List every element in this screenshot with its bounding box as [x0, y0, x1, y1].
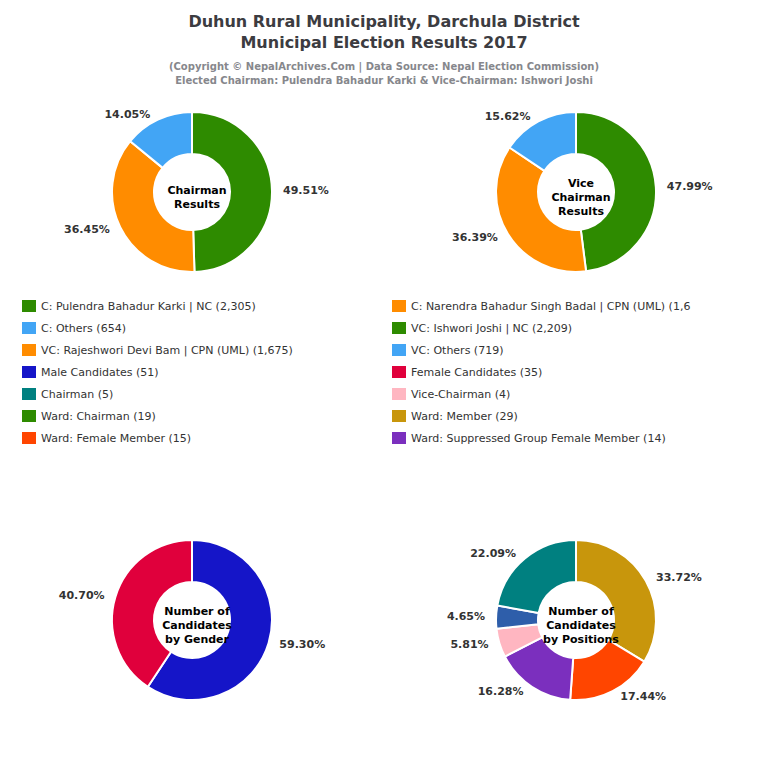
svg-text:VC: Rajeshwori Devi Bam | CPN: VC: Rajeshwori Devi Bam | CPN (UML) (1,6…	[41, 344, 293, 357]
svg-text:36.39%: 36.39%	[452, 231, 498, 244]
svg-text:Number of: Number of	[548, 605, 614, 618]
svg-text:Chairman (5): Chairman (5)	[41, 388, 113, 401]
svg-text:Chairman: Chairman	[551, 191, 610, 204]
svg-text:5.81%: 5.81%	[450, 638, 488, 651]
svg-text:Vice: Vice	[568, 177, 594, 190]
svg-text:Results: Results	[174, 198, 220, 211]
svg-text:36.45%: 36.45%	[64, 223, 110, 236]
svg-text:by Gender: by Gender	[165, 633, 230, 646]
svg-text:59.30%: 59.30%	[279, 638, 325, 651]
svg-text:VC: Ishwori Joshi | NC (2,209): VC: Ishwori Joshi | NC (2,209)	[411, 322, 572, 335]
svg-text:Ward: Member (29): Ward: Member (29)	[411, 410, 518, 423]
svg-text:17.44%: 17.44%	[620, 690, 666, 703]
svg-text:C: Pulendra Bahadur Karki | NC: C: Pulendra Bahadur Karki | NC (2,305)	[41, 300, 256, 313]
svg-text:Results: Results	[558, 205, 604, 218]
svg-text:14.05%: 14.05%	[104, 108, 150, 121]
svg-text:4.65%: 4.65%	[447, 610, 485, 623]
svg-text:Female Candidates (35): Female Candidates (35)	[411, 366, 542, 379]
svg-text:VC: Others (719): VC: Others (719)	[411, 344, 503, 357]
svg-text:47.99%: 47.99%	[667, 180, 713, 193]
svg-text:Candidates: Candidates	[546, 619, 616, 632]
svg-text:16.28%: 16.28%	[478, 685, 524, 698]
svg-text:Male Candidates (51): Male Candidates (51)	[41, 366, 159, 379]
svg-text:Duhun Rural Municipality, Darc: Duhun Rural Municipality, Darchula Distr…	[188, 12, 580, 31]
svg-text:49.51%: 49.51%	[283, 184, 329, 197]
svg-text:Ward: Suppressed Group Female: Ward: Suppressed Group Female Member (14…	[411, 432, 666, 445]
svg-text:Municipal Election Results 201: Municipal Election Results 2017	[240, 33, 527, 52]
svg-text:22.09%: 22.09%	[470, 547, 516, 560]
svg-text:Ward: Chairman (19): Ward: Chairman (19)	[41, 410, 156, 423]
svg-text:Chairman: Chairman	[167, 184, 226, 197]
svg-text:C: Narendra Bahadur Singh Bada: C: Narendra Bahadur Singh Badal | CPN (U…	[411, 300, 690, 313]
svg-text:40.70%: 40.70%	[59, 589, 105, 602]
svg-text:Ward: Female Member (15): Ward: Female Member (15)	[41, 432, 191, 445]
svg-text:C: Others (654): C: Others (654)	[41, 322, 126, 335]
svg-text:(Copyright © NepalArchives.Com: (Copyright © NepalArchives.Com | Data So…	[169, 61, 599, 73]
svg-text:15.62%: 15.62%	[485, 110, 531, 123]
svg-text:Vice-Chairman (4): Vice-Chairman (4)	[411, 388, 510, 401]
svg-text:by Positions: by Positions	[543, 633, 619, 646]
svg-text:Candidates: Candidates	[162, 619, 232, 632]
svg-text:33.72%: 33.72%	[656, 571, 702, 584]
svg-text:Elected Chairman: Pulendra Bah: Elected Chairman: Pulendra Bahadur Karki…	[175, 75, 593, 86]
svg-text:Number of: Number of	[164, 605, 230, 618]
